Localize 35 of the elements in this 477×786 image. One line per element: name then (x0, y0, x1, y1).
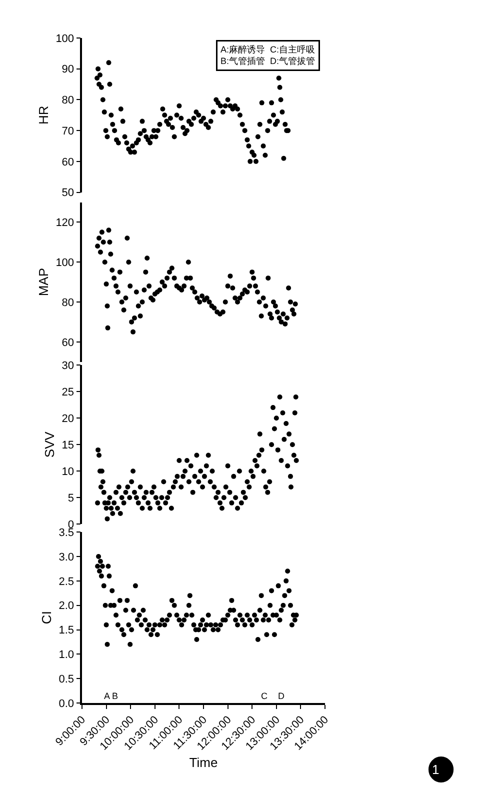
y-tick-label: 20 (62, 413, 74, 426)
y-tick-label: 1.0 (58, 649, 74, 662)
y-axis-title: SVV (42, 431, 58, 458)
y-tick-label: 30 (62, 360, 74, 372)
y-tick-label: 2.0 (58, 600, 74, 612)
y-axis-title: MAP (36, 268, 52, 296)
y-tick-label: 0.0 (58, 698, 74, 710)
y-tick-label: 3.0 (58, 551, 74, 564)
y-tick-label: 120 (56, 217, 74, 230)
annotation: D (278, 691, 285, 701)
annotation: B (112, 691, 118, 701)
annotation: A:麻醉诱导 C:自主呼吸 B:气管插管 D:气管拔管 (220, 44, 316, 66)
y-tick-label: 3.5 (58, 526, 74, 539)
y-tick-label: 80 (62, 296, 74, 309)
y-tick-label: 25 (62, 386, 74, 399)
annotation: A (104, 691, 110, 701)
y-axis-title: HR (36, 106, 52, 125)
y-tick-label: 15 (62, 440, 74, 452)
y-tick-label: 5 (68, 492, 74, 504)
y-tick-label: 2.5 (58, 576, 74, 588)
y-tick-label: 80 (62, 94, 74, 107)
text: 1 (432, 762, 440, 777)
annotation: C (261, 691, 268, 701)
y-tick-label: 0.5 (58, 673, 74, 686)
y-axis-title: CI (39, 611, 54, 624)
y-tick-label: 50 (62, 187, 74, 200)
y-tick-label: 60 (62, 336, 74, 349)
x-axis-title: Time (189, 754, 218, 770)
y-tick-label: 90 (62, 64, 74, 76)
y-tick-label: 100 (56, 256, 74, 269)
y-tick-label: 100 (56, 32, 74, 45)
y-tick-label: 10 (62, 466, 74, 478)
y-tick-label: 70 (62, 125, 74, 138)
y-tick-label: 1.5 (58, 624, 74, 637)
y-tick-label: 60 (62, 156, 74, 168)
